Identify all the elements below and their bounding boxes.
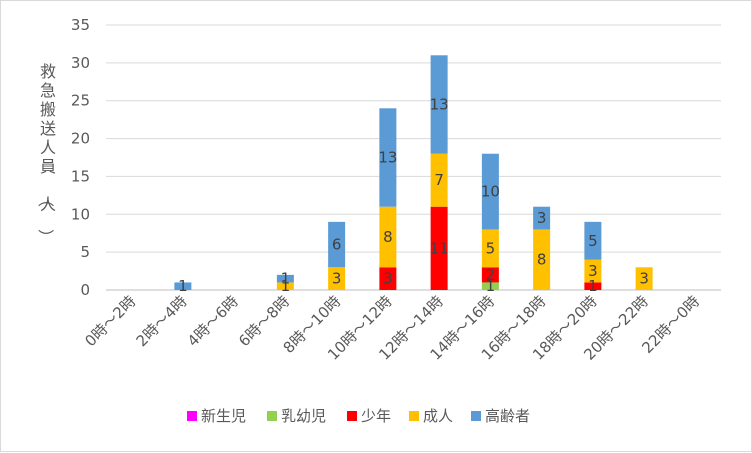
data-label: 1 (178, 277, 188, 295)
bar-segment (533, 229, 551, 290)
bar-segment (379, 108, 397, 207)
y-axis-title-char: 送 (40, 119, 56, 138)
y-tick-label: 25 (71, 92, 90, 110)
y-axis-title-char: 救 (40, 62, 56, 81)
data-label: 3 (639, 270, 649, 288)
legend-swatch (471, 411, 481, 421)
bar-segment (533, 206, 551, 230)
x-axis: 0時～2時2時～4時4時～6時6時～8時8時～10時10時～12時12時～14時… (81, 292, 703, 364)
y-tick-label: 20 (71, 130, 90, 148)
y-axis-title-char: ） (36, 229, 55, 245)
legend-label: 成人 (423, 407, 453, 425)
y-axis-title: 救急搬送人員（人） (36, 62, 56, 245)
grid-lines (106, 24, 721, 291)
x-tick-label: 2時～4時 (133, 292, 191, 350)
bar-segment (276, 274, 294, 283)
y-tick-label: 10 (71, 205, 90, 223)
bar-segment (481, 153, 499, 230)
bar-segment (174, 282, 192, 290)
y-axis-title-char: （ (36, 191, 55, 207)
data-label: 11 (430, 239, 449, 257)
legend-label: 少年 (361, 407, 391, 425)
y-axis-title-char: 人 (40, 195, 56, 214)
data-label: 3 (332, 270, 342, 288)
legend-swatch (347, 411, 357, 421)
y-tick-label: 5 (80, 243, 90, 261)
y-tick-label: 35 (71, 16, 90, 34)
y-tick-label: 15 (71, 167, 90, 185)
y-tick-label: 30 (71, 54, 90, 72)
bar-segment (328, 221, 346, 268)
legend-swatch (409, 411, 419, 421)
y-axis-title-char: 人 (40, 138, 56, 157)
x-tick-label: 4時～6時 (184, 292, 242, 350)
bars (174, 55, 653, 290)
bar-segment (430, 206, 448, 290)
data-label: 1 (281, 277, 291, 295)
legend-label: 乳幼児 (281, 407, 326, 425)
bar-segment (584, 221, 602, 260)
data-label: 6 (332, 236, 342, 254)
data-label: 2 (486, 266, 496, 284)
y-axis: 0 5 10 15 20 25 30 35 (71, 16, 90, 299)
data-label: 1 (281, 270, 291, 288)
data-label: 1 (588, 277, 598, 295)
x-tick-label: 0時～2時 (81, 292, 139, 350)
bar-segment (584, 282, 602, 290)
bar-segment (328, 267, 346, 290)
legend: 新生児 乳幼児 少年 成人 高齢者 (187, 407, 530, 425)
bar-segment (379, 267, 397, 290)
bar-segment (481, 267, 499, 283)
data-label: 5 (486, 239, 496, 257)
data-label: 7 (434, 171, 444, 189)
y-tick-label: 0 (80, 281, 90, 299)
data-label: 8 (383, 228, 393, 246)
bar-segment (584, 259, 602, 283)
data-label: 13 (378, 149, 397, 167)
bar-segment (379, 206, 397, 268)
data-label: 3 (537, 209, 547, 227)
bar-segment (276, 282, 294, 290)
y-axis-title: 救急搬送人員（人） (36, 62, 56, 245)
data-label: 13 (430, 96, 449, 114)
data-label: 1 (486, 277, 496, 295)
data-label: 5 (588, 232, 598, 250)
legend-swatch (187, 411, 197, 421)
legend-label: 高齢者 (485, 407, 530, 425)
bar-segment (430, 153, 448, 207)
y-axis-title-char: 搬 (40, 100, 56, 119)
bar-segment (635, 267, 653, 290)
bar-segment (481, 229, 499, 268)
y-axis-title-char: 員 (40, 157, 56, 176)
bar-segment (430, 55, 448, 154)
data-label: 8 (537, 251, 547, 269)
data-label: 3 (383, 270, 393, 288)
data-label: 10 (481, 183, 500, 201)
data-label: 3 (588, 262, 598, 280)
legend-swatch (267, 411, 277, 421)
legend-label: 新生児 (201, 407, 246, 425)
y-axis-title-char: 急 (40, 81, 56, 100)
bar-segment (481, 282, 499, 290)
